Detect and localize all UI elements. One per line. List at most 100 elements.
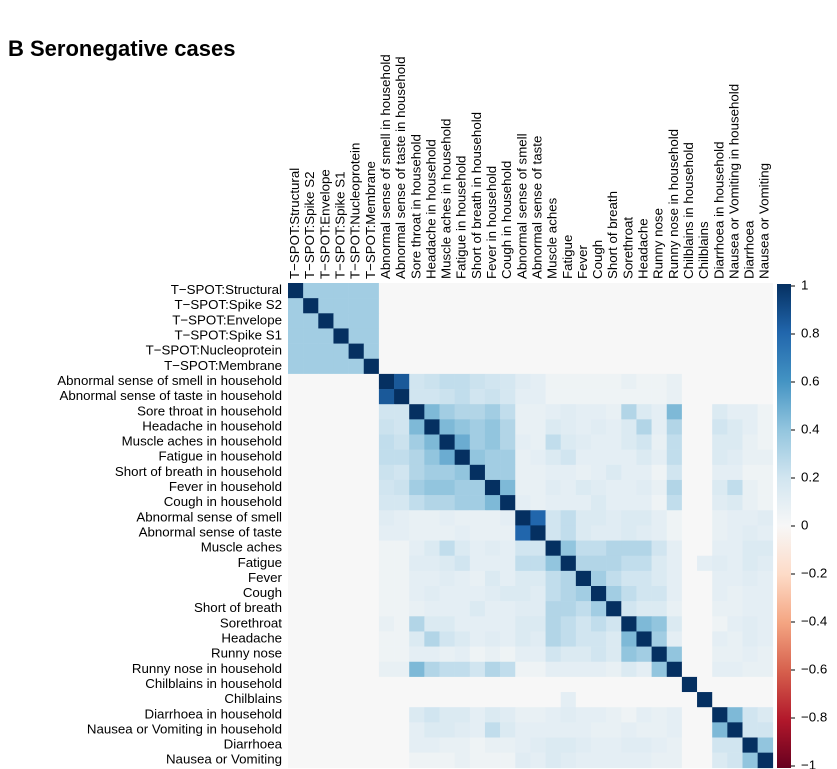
heatmap-cell xyxy=(394,283,410,299)
heatmap-cell xyxy=(318,586,334,602)
heatmap-cell xyxy=(348,389,365,405)
heatmap-cell xyxy=(424,707,440,723)
heatmap-cell xyxy=(500,510,516,526)
heatmap-cell xyxy=(333,404,349,420)
heatmap-cell xyxy=(288,434,304,450)
heatmap-cell xyxy=(727,283,743,299)
heatmap-cell xyxy=(742,525,758,541)
heatmap-cell xyxy=(333,343,349,360)
heatmap-cell xyxy=(348,676,365,693)
heatmap-cell xyxy=(288,616,304,632)
heatmap-cell xyxy=(757,313,774,329)
heatmap-cell xyxy=(621,373,637,390)
heatmap-cell xyxy=(500,343,516,360)
heatmap-cell xyxy=(288,661,304,678)
heatmap-cell xyxy=(697,692,713,708)
heatmap-cell xyxy=(712,479,728,496)
heatmap-cell xyxy=(424,479,440,496)
heatmap-cell xyxy=(757,328,774,344)
heatmap-cell xyxy=(378,283,395,299)
heatmap-cell xyxy=(394,646,410,663)
heatmap-cell xyxy=(439,616,455,632)
heatmap-cell xyxy=(394,419,410,435)
heatmap-cell xyxy=(363,661,380,678)
heatmap-cell xyxy=(666,570,683,587)
heatmap-cell xyxy=(727,586,743,602)
heatmap-cell xyxy=(560,707,577,723)
colorbar-tick-label: −0.2 xyxy=(801,566,827,581)
heatmap-cell xyxy=(545,434,561,450)
heatmap-cell xyxy=(712,646,728,663)
heatmap-cell xyxy=(606,373,622,390)
heatmap-cell xyxy=(303,283,319,299)
heatmap-cell xyxy=(363,707,380,723)
column-label: Fever xyxy=(575,244,590,279)
heatmap-cell xyxy=(636,328,652,344)
heatmap-cell xyxy=(500,328,516,344)
heatmap-cell xyxy=(697,737,713,753)
heatmap-cell xyxy=(530,540,546,556)
heatmap-cell xyxy=(545,373,561,390)
heatmap-cell xyxy=(484,298,501,314)
heatmap-cell xyxy=(378,495,395,511)
row-label: T−SPOT:Structural xyxy=(171,282,282,297)
row-label: T−SPOT:Membrane xyxy=(164,358,282,373)
heatmap-cell xyxy=(530,419,546,435)
heatmap-cell xyxy=(363,343,380,360)
column-label: Fatigue xyxy=(560,235,575,279)
heatmap-cell xyxy=(727,404,743,420)
heatmap-cell xyxy=(363,434,380,450)
heatmap-cell xyxy=(606,540,622,556)
heatmap-cell xyxy=(545,495,561,511)
heatmap-cell xyxy=(333,646,349,663)
heatmap-cell xyxy=(681,722,698,738)
heatmap-cell xyxy=(666,419,683,435)
heatmap-cell xyxy=(591,404,607,420)
heatmap-cell xyxy=(560,434,577,450)
heatmap-cell xyxy=(288,389,304,405)
heatmap-cell xyxy=(454,616,471,632)
heatmap-cell xyxy=(500,358,516,375)
heatmap-cell xyxy=(621,419,637,435)
heatmap-cell xyxy=(484,570,501,587)
heatmap-cell xyxy=(757,373,774,390)
heatmap-cell xyxy=(530,313,546,329)
heatmap-cell xyxy=(424,343,440,360)
heatmap-cell xyxy=(591,298,607,314)
heatmap-cell xyxy=(757,707,774,723)
heatmap-cell xyxy=(303,661,319,678)
heatmap-cell xyxy=(469,737,486,753)
heatmap-cell xyxy=(681,555,698,572)
heatmap-cell xyxy=(454,449,471,466)
heatmap-cell xyxy=(697,752,713,769)
heatmap-cell xyxy=(363,313,380,329)
row-label: Runny nose xyxy=(211,646,282,661)
heatmap-cell xyxy=(651,464,668,481)
heatmap-cell xyxy=(681,540,698,556)
heatmap-cell xyxy=(636,570,652,587)
heatmap-cell xyxy=(621,434,637,450)
heatmap-cell xyxy=(591,419,607,435)
row-label: T−SPOT:Nucleoprotein xyxy=(146,343,282,358)
heatmap-cell xyxy=(378,692,395,708)
heatmap-cell xyxy=(484,495,501,511)
heatmap-cell xyxy=(500,525,516,541)
heatmap-cell xyxy=(439,570,455,587)
heatmap-cell xyxy=(469,661,486,678)
heatmap-cell xyxy=(469,479,486,496)
heatmap-cell xyxy=(636,510,652,526)
heatmap-cell xyxy=(742,358,758,375)
heatmap-cell xyxy=(409,661,425,678)
heatmap-cell xyxy=(606,616,622,632)
heatmap-cell xyxy=(530,389,546,405)
heatmap-cell xyxy=(757,358,774,375)
heatmap-cell xyxy=(606,510,622,526)
heatmap-cell xyxy=(348,449,365,466)
heatmap-cell xyxy=(394,737,410,753)
heatmap-cell xyxy=(469,419,486,435)
heatmap-cell xyxy=(591,434,607,450)
heatmap-cell xyxy=(394,676,410,693)
heatmap-cell xyxy=(394,601,410,617)
heatmap-cell xyxy=(545,692,561,708)
heatmap-cell xyxy=(636,661,652,678)
